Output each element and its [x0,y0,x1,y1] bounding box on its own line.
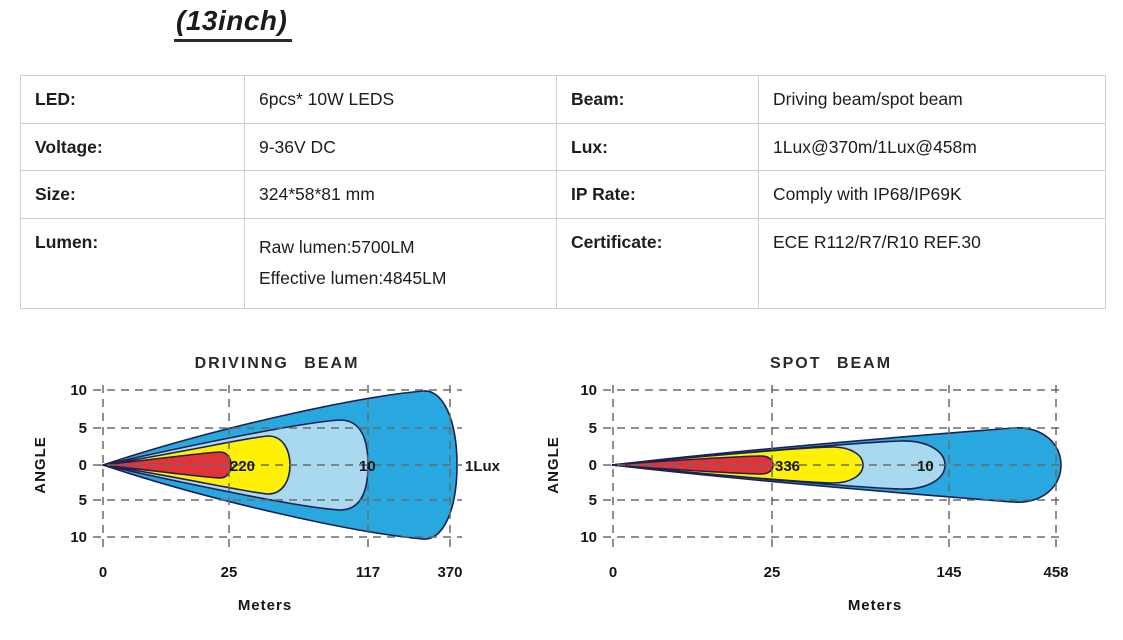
driving-mid-label: 10 [359,458,376,475]
spec-value-certificate: ECE R112/R7/R10 REF.30 [758,218,1106,309]
driving-x-tick: 0 [99,564,107,581]
driving-y-tick: 5 [79,420,87,437]
spec-value-iprate: Comply with IP68/IP69K [758,170,1106,219]
spec-value-beam: Driving beam/spot beam [758,75,1106,124]
spot-hot-label: 336 [775,458,800,475]
spot-beam-chart: SPOT BEAM 336 10 ANGLE 10 5 0 5 10 0 25 … [545,355,1069,614]
driving-y-tick: 5 [79,492,87,509]
spec-label-iprate: IP Rate: [556,170,759,219]
table-row: LED: 6pcs* 10W LEDS Beam: Driving beam/s… [20,75,1106,124]
spec-label-lumen: Lumen: [20,218,245,309]
spot-x-tick: 145 [936,564,961,581]
page-title: (13inch) [174,5,293,42]
spot-y-tick: 10 [580,382,597,399]
spot-y-tick: 5 [589,492,597,509]
driving-beam-title: DRIVINNG BEAM [195,355,360,372]
driving-y-tick: 0 [79,457,87,474]
driving-y-tick: 10 [70,529,87,546]
lumen-effective-line: Effective lumen:4845LM [259,268,447,288]
spec-table: LED: 6pcs* 10W LEDS Beam: Driving beam/s… [20,75,1106,309]
driving-x-axis-label: Meters [238,597,292,614]
spot-x-tick: 25 [764,564,781,581]
spec-label-certificate: Certificate: [556,218,759,309]
spot-y-tick: 10 [580,529,597,546]
driving-x-tick: 117 [356,564,380,581]
spec-label-led: LED: [20,75,245,124]
spec-label-size: Size: [20,170,245,219]
spot-x-tick: 0 [609,564,617,581]
spot-x-axis-label: Meters [848,597,902,614]
driving-beam-chart: DRIVINNG BEAM 220 10 1Lux ANGLE 10 5 0 5… [32,355,501,614]
spec-label-lux: Lux: [556,123,759,171]
spec-value-led: 6pcs* 10W LEDS [244,75,557,124]
driving-x-tick: 370 [437,564,462,581]
spot-y-tick: 5 [589,420,597,437]
table-row: Voltage: 9-36V DC Lux: 1Lux@370m/1Lux@45… [20,123,1106,171]
driving-x-tick: 25 [221,564,238,581]
spec-label-beam: Beam: [556,75,759,124]
spec-value-lux: 1Lux@370m/1Lux@458m [758,123,1106,171]
driving-hot-label: 220 [230,458,255,475]
table-row: Size: 324*58*81 mm IP Rate: Comply with … [20,170,1106,219]
spot-y-tick: 0 [589,457,597,474]
table-row: Lumen: Raw lumen:5700LM Effective lumen:… [20,218,1106,309]
spot-x-tick: 458 [1043,564,1068,581]
spec-value-lumen: Raw lumen:5700LM Effective lumen:4845LM [244,218,557,309]
spec-value-size: 324*58*81 mm [244,170,557,219]
spec-label-voltage: Voltage: [20,123,245,171]
spot-gridlines [603,385,1065,552]
lumen-raw-line: Raw lumen:5700LM [259,237,415,257]
spec-value-voltage: 9-36V DC [244,123,557,171]
spot-y-axis-label: ANGLE [545,436,562,494]
driving-lux-label: 1Lux [465,458,501,475]
spot-mid-label: 10 [917,458,934,475]
driving-y-axis-label: ANGLE [32,436,49,494]
driving-y-tick: 10 [70,382,87,399]
driving-gridlines [93,385,462,552]
spot-beam-title: SPOT BEAM [770,355,892,372]
